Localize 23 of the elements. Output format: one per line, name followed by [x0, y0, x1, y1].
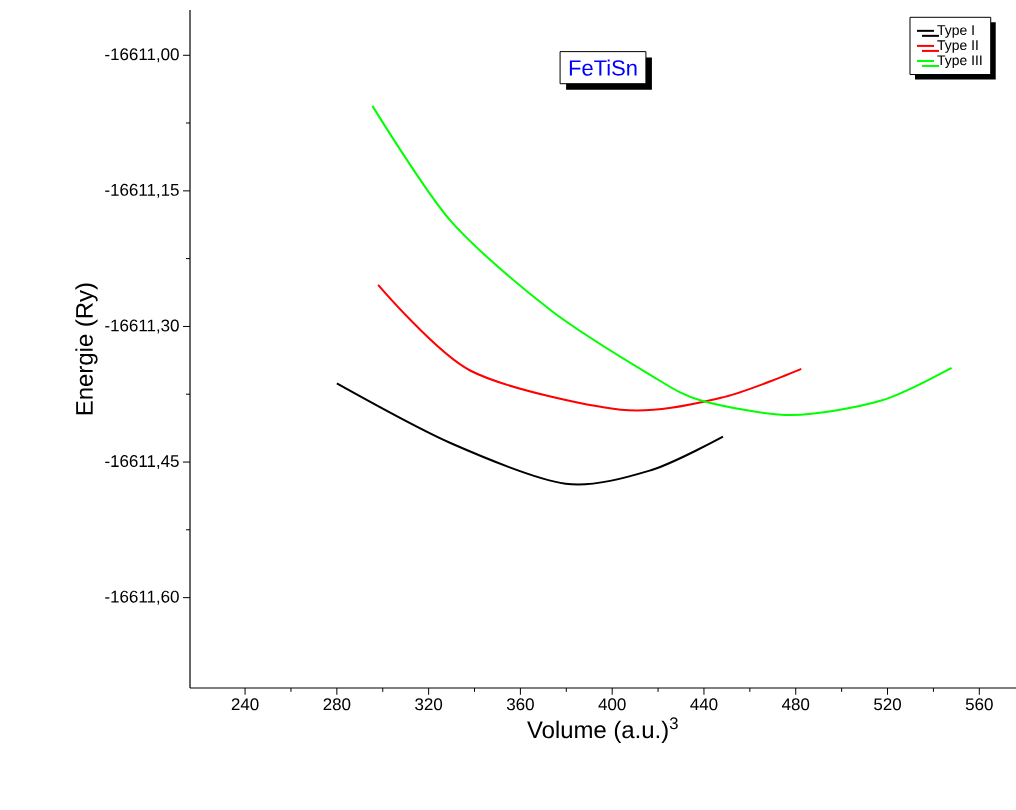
x-tick-label: 320 — [415, 698, 443, 711]
line-series — [335, 382, 724, 486]
x-tick-label: 520 — [874, 698, 901, 711]
y-axis-title: Energie (Ry) — [75, 283, 98, 415]
x-tick-label: 560 — [965, 698, 993, 711]
x-axis-title: Volume (a.u.)$^{3}$ — [527, 717, 678, 743]
y-tick-label: -16611,60 — [105, 590, 179, 605]
x-tick-label: 440 — [690, 698, 718, 711]
x-tick-label: 400 — [598, 698, 626, 711]
x-tick-label: 280 — [323, 698, 351, 711]
line-series — [371, 104, 953, 417]
legend-label: Type III — [937, 55, 982, 68]
line-series — [377, 283, 803, 412]
y-tick-label: -16611,30 — [105, 319, 179, 334]
x-tick-label: 480 — [782, 698, 810, 711]
y-tick-label: -16611,00 — [105, 48, 179, 63]
legend-label: Type I — [937, 25, 974, 38]
x-tick-label: 240 — [231, 698, 259, 711]
y-tick-label: -16611,45 — [105, 455, 179, 470]
annotation: FeTiSn — [569, 59, 637, 76]
x-tick-label: 360 — [506, 698, 534, 711]
y-tick-label: -16611,15 — [105, 183, 179, 198]
legend-label: Type II — [937, 40, 978, 53]
